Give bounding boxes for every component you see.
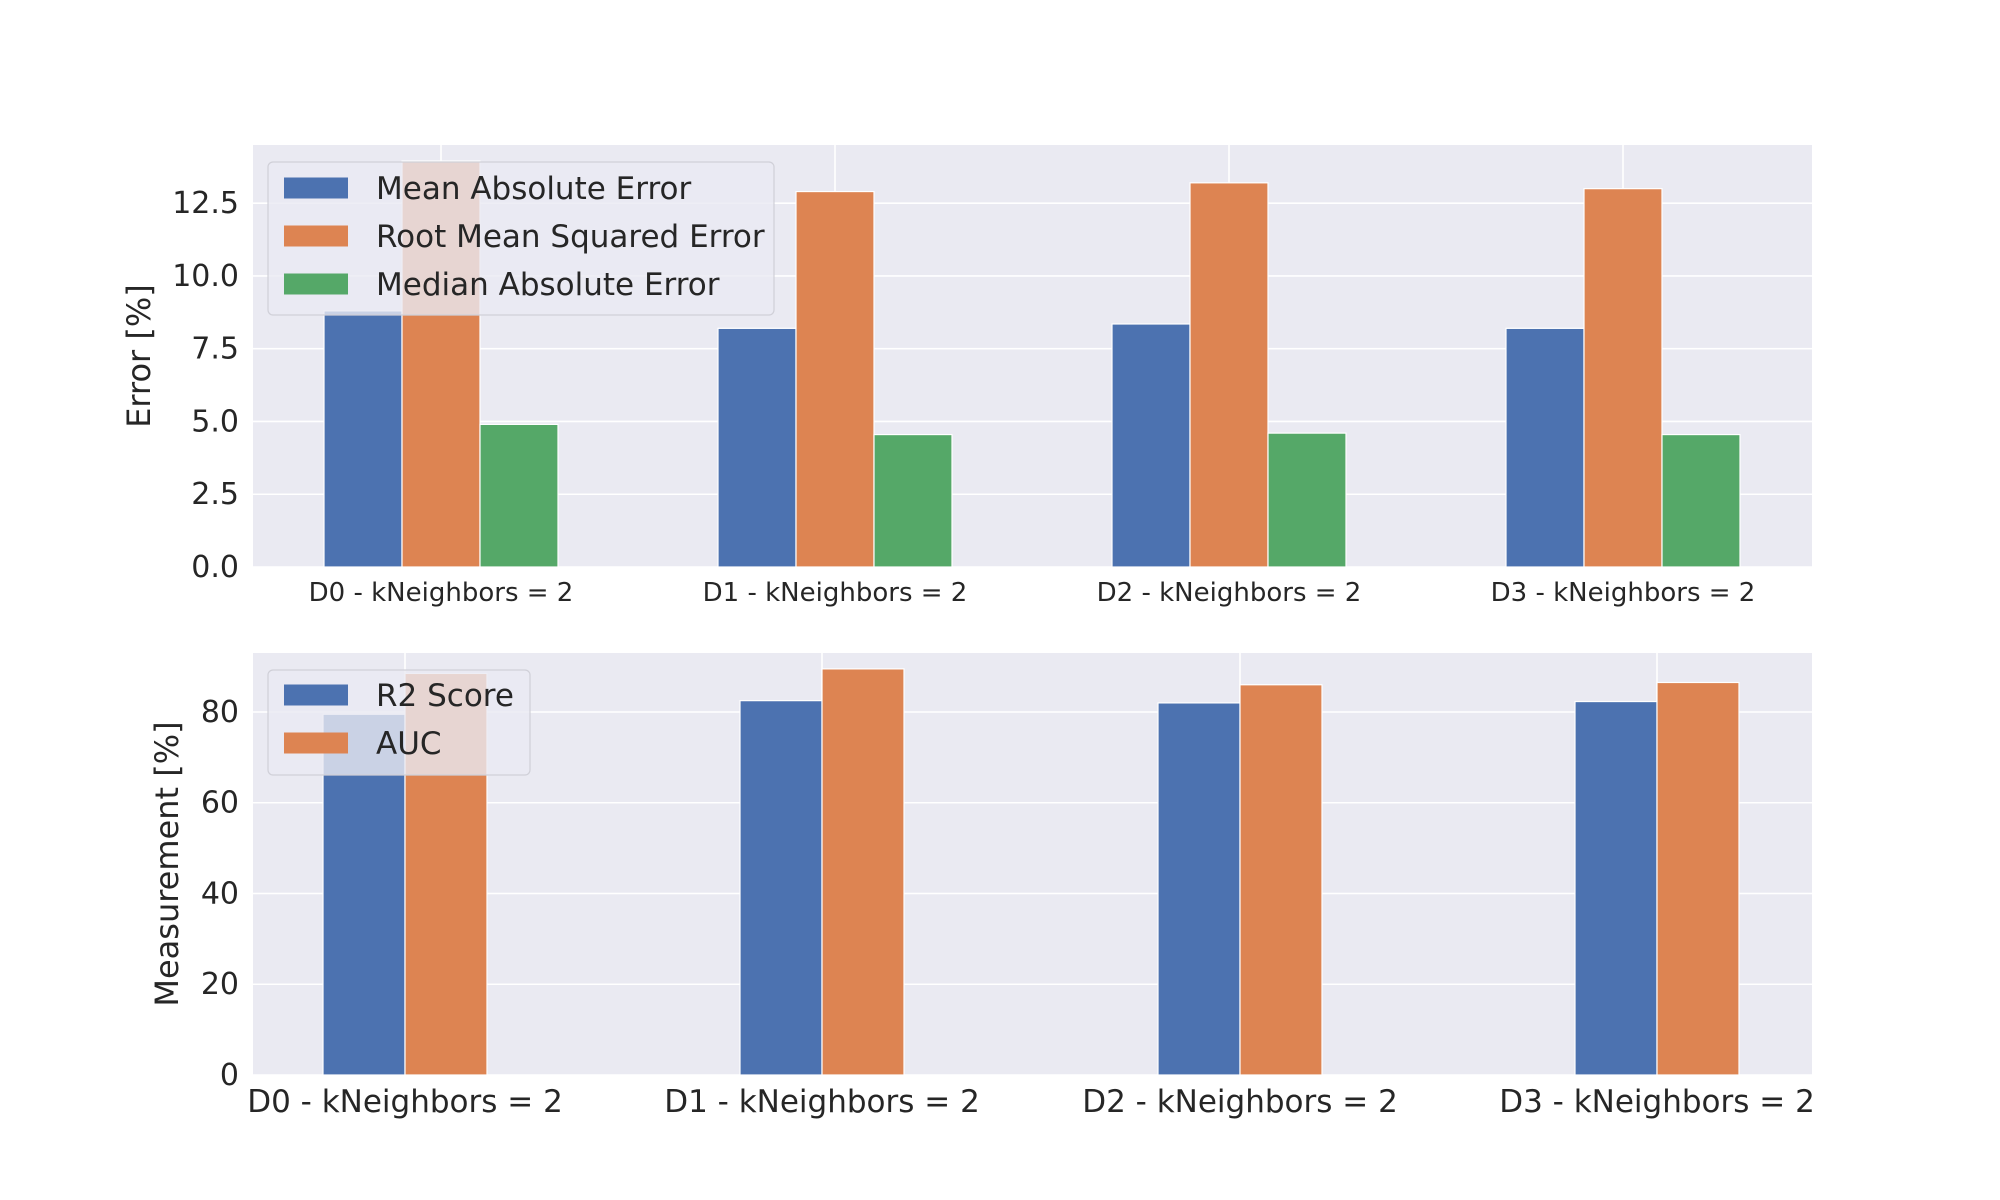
bar-mean-absolute-error-0 — [323, 310, 403, 568]
x-tick-label: D0 - kNeighbors = 2 — [309, 578, 574, 608]
bar-r2-score-2 — [1157, 702, 1241, 1076]
legend-entry: AUC — [376, 726, 442, 762]
legend-entry: Median Absolute Error — [376, 267, 720, 303]
y-tick-label: 10.0 — [172, 259, 239, 294]
x-tick-label: D2 - kNeighbors = 2 — [1082, 1084, 1398, 1120]
bar-auc-3 — [1656, 681, 1740, 1076]
bar-mean-absolute-error-3 — [1505, 327, 1585, 568]
bar-median-absolute-error-1 — [873, 433, 953, 568]
legend-swatch — [284, 684, 348, 706]
legend-entry: R2 Score — [376, 678, 514, 714]
x-tick-label: D1 - kNeighbors = 2 — [703, 578, 968, 608]
bar-root-mean-squared-error-1 — [795, 190, 875, 568]
bar-r2-score-3 — [1574, 700, 1658, 1076]
y-tick-label: 80 — [201, 695, 239, 730]
legend-swatch — [284, 273, 348, 295]
y-tick-label: 7.5 — [191, 332, 239, 367]
x-tick-label: D2 - kNeighbors = 2 — [1097, 578, 1362, 608]
chart-0: 0.0 2.5 5.0 7.5 10.0 12.5 D0 - kNeighbors = 2 D… — [120, 145, 1812, 608]
y-tick-label: 20 — [201, 967, 239, 1002]
bar-auc-1 — [821, 668, 905, 1076]
x-tick-label: D0 - kNeighbors = 2 — [247, 1084, 563, 1120]
y-tick-label: 5.0 — [191, 404, 239, 439]
x-tick-label: D3 - kNeighbors = 2 — [1491, 578, 1756, 608]
bar-root-mean-squared-error-3 — [1583, 188, 1663, 568]
x-tick-label: D1 - kNeighbors = 2 — [664, 1084, 980, 1120]
y-tick-label: 40 — [201, 876, 239, 911]
legend-entry: Root Mean Squared Error — [376, 219, 765, 255]
x-tick-label: D3 - kNeighbors = 2 — [1499, 1084, 1815, 1120]
bar-root-mean-squared-error-2 — [1189, 182, 1269, 568]
y-tick-label: 0 — [220, 1058, 239, 1093]
y-tick-label: 12.5 — [172, 186, 239, 221]
legend: R2 Score AUC — [267, 669, 531, 776]
bar-r2-score-1 — [739, 700, 823, 1076]
chart-1: 0 20 40 60 80 D0 - kNeighbors = 2 D1 - kNeighb… — [148, 653, 1815, 1120]
legend-entry: Mean Absolute Error — [376, 171, 691, 207]
y-tick-label: 60 — [201, 786, 239, 821]
bar-median-absolute-error-2 — [1267, 432, 1347, 568]
bar-auc-2 — [1239, 684, 1323, 1076]
bar-median-absolute-error-3 — [1661, 433, 1741, 568]
bar-median-absolute-error-0 — [479, 423, 559, 568]
y-tick-label: 0.0 — [191, 550, 239, 585]
legend: Mean Absolute Error Root Mean Squared Err… — [267, 161, 775, 316]
legend-swatch — [284, 732, 348, 754]
legend-box — [267, 161, 775, 316]
y-axis-label: Measurement [%] — [148, 721, 186, 1006]
legend-swatch — [284, 177, 348, 199]
legend-swatch — [284, 225, 348, 247]
y-axis-label: Error [%] — [120, 284, 158, 428]
bar-mean-absolute-error-2 — [1111, 323, 1191, 568]
y-tick-label: 2.5 — [191, 477, 239, 512]
bar-mean-absolute-error-1 — [717, 327, 797, 568]
